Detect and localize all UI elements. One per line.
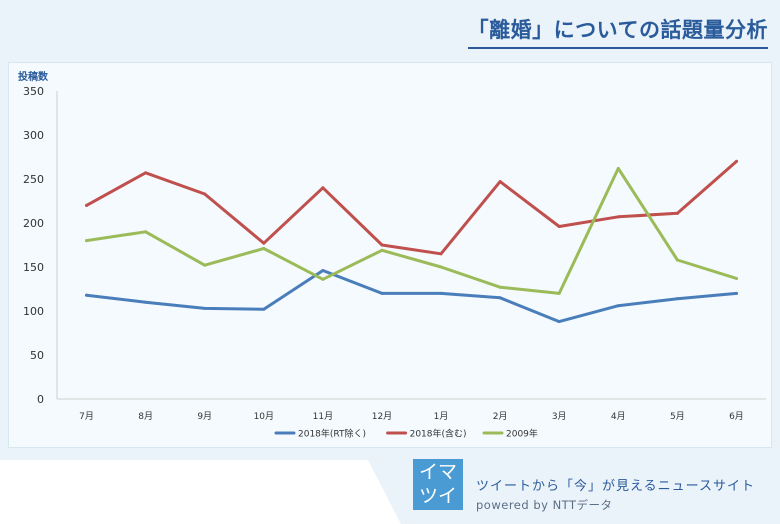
- data-point: [321, 186, 325, 190]
- data-point: [203, 192, 207, 196]
- x-tick-label: 2月: [493, 411, 508, 422]
- data-point: [498, 296, 502, 300]
- data-point: [734, 159, 738, 163]
- data-point: [380, 248, 384, 252]
- y-axis-label: 投稿数: [18, 72, 48, 83]
- data-point: [616, 215, 620, 219]
- data-point: [616, 166, 620, 170]
- series-line-1: [85, 269, 738, 324]
- data-point: [144, 171, 148, 175]
- x-tick-label: 1月: [434, 411, 449, 422]
- data-point: [734, 276, 738, 280]
- data-point: [439, 291, 443, 295]
- data-point: [85, 203, 89, 207]
- data-point: [262, 247, 266, 251]
- y-tick-label: 100: [23, 305, 44, 318]
- x-tick-label: 8月: [138, 411, 153, 422]
- data-point: [321, 277, 325, 281]
- x-tick-label: 9月: [197, 411, 212, 422]
- powered-by-text: powered by NTTデータ: [476, 498, 613, 512]
- y-tick-label: 350: [23, 85, 44, 98]
- site-tagline: ツイートから「今」が見えるニュースサイト: [476, 479, 755, 494]
- data-point: [557, 225, 561, 229]
- line-chart: 0 50 100 150 200 250 300 350 7月 8月 9月 10月 11月 12月 1月 2月…: [23, 85, 766, 440]
- x-tick-label: 10月: [254, 411, 274, 422]
- data-point: [262, 241, 266, 245]
- y-tick-label: 200: [23, 217, 44, 230]
- chart-area: [8, 62, 772, 448]
- y-tick-label: 250: [23, 173, 44, 186]
- data-point: [203, 306, 207, 310]
- footer-left-background: [0, 460, 368, 524]
- data-point: [144, 300, 148, 304]
- data-point: [498, 285, 502, 289]
- x-tick-label: 4月: [611, 411, 626, 422]
- data-point: [439, 265, 443, 269]
- x-tick-label: 5月: [670, 411, 685, 422]
- series-line-2: [85, 159, 738, 256]
- imatsui-logo[interactable]: イマ ツイ: [413, 459, 463, 510]
- series-line-3: [85, 166, 738, 295]
- data-point: [321, 269, 325, 273]
- data-point: [144, 230, 148, 234]
- data-point: [557, 320, 561, 324]
- legend-label: 2009年: [506, 428, 538, 440]
- y-tick-label: 300: [23, 129, 44, 142]
- data-point: [675, 211, 679, 215]
- y-tick-label: 150: [23, 261, 44, 274]
- data-point: [439, 252, 443, 256]
- data-point: [675, 297, 679, 301]
- data-point: [380, 243, 384, 247]
- data-point: [85, 293, 89, 297]
- logo-text-line2: ツイ: [418, 485, 457, 507]
- data-point: [616, 304, 620, 308]
- x-tick-label: 6月: [729, 411, 744, 422]
- data-point: [262, 307, 266, 311]
- logo-text-line1: イマ: [418, 461, 457, 483]
- x-tick-label: 12月: [372, 411, 392, 422]
- x-tick-label: 3月: [552, 411, 567, 422]
- data-point: [380, 291, 384, 295]
- data-point: [675, 258, 679, 262]
- x-tick-label: 7月: [79, 411, 94, 422]
- legend-label: 2018年(含む): [410, 428, 467, 440]
- data-point: [734, 291, 738, 295]
- legend-label: 2018年(RT除く): [298, 428, 366, 440]
- page-title: 「離婚」についての話題量分析: [467, 14, 768, 49]
- x-tick-label: 11月: [313, 411, 333, 422]
- data-point: [85, 239, 89, 243]
- data-point: [498, 180, 502, 184]
- data-point: [203, 263, 207, 267]
- y-tick-label: 50: [30, 349, 44, 362]
- data-point: [557, 291, 561, 295]
- y-tick-label: 0: [37, 393, 44, 406]
